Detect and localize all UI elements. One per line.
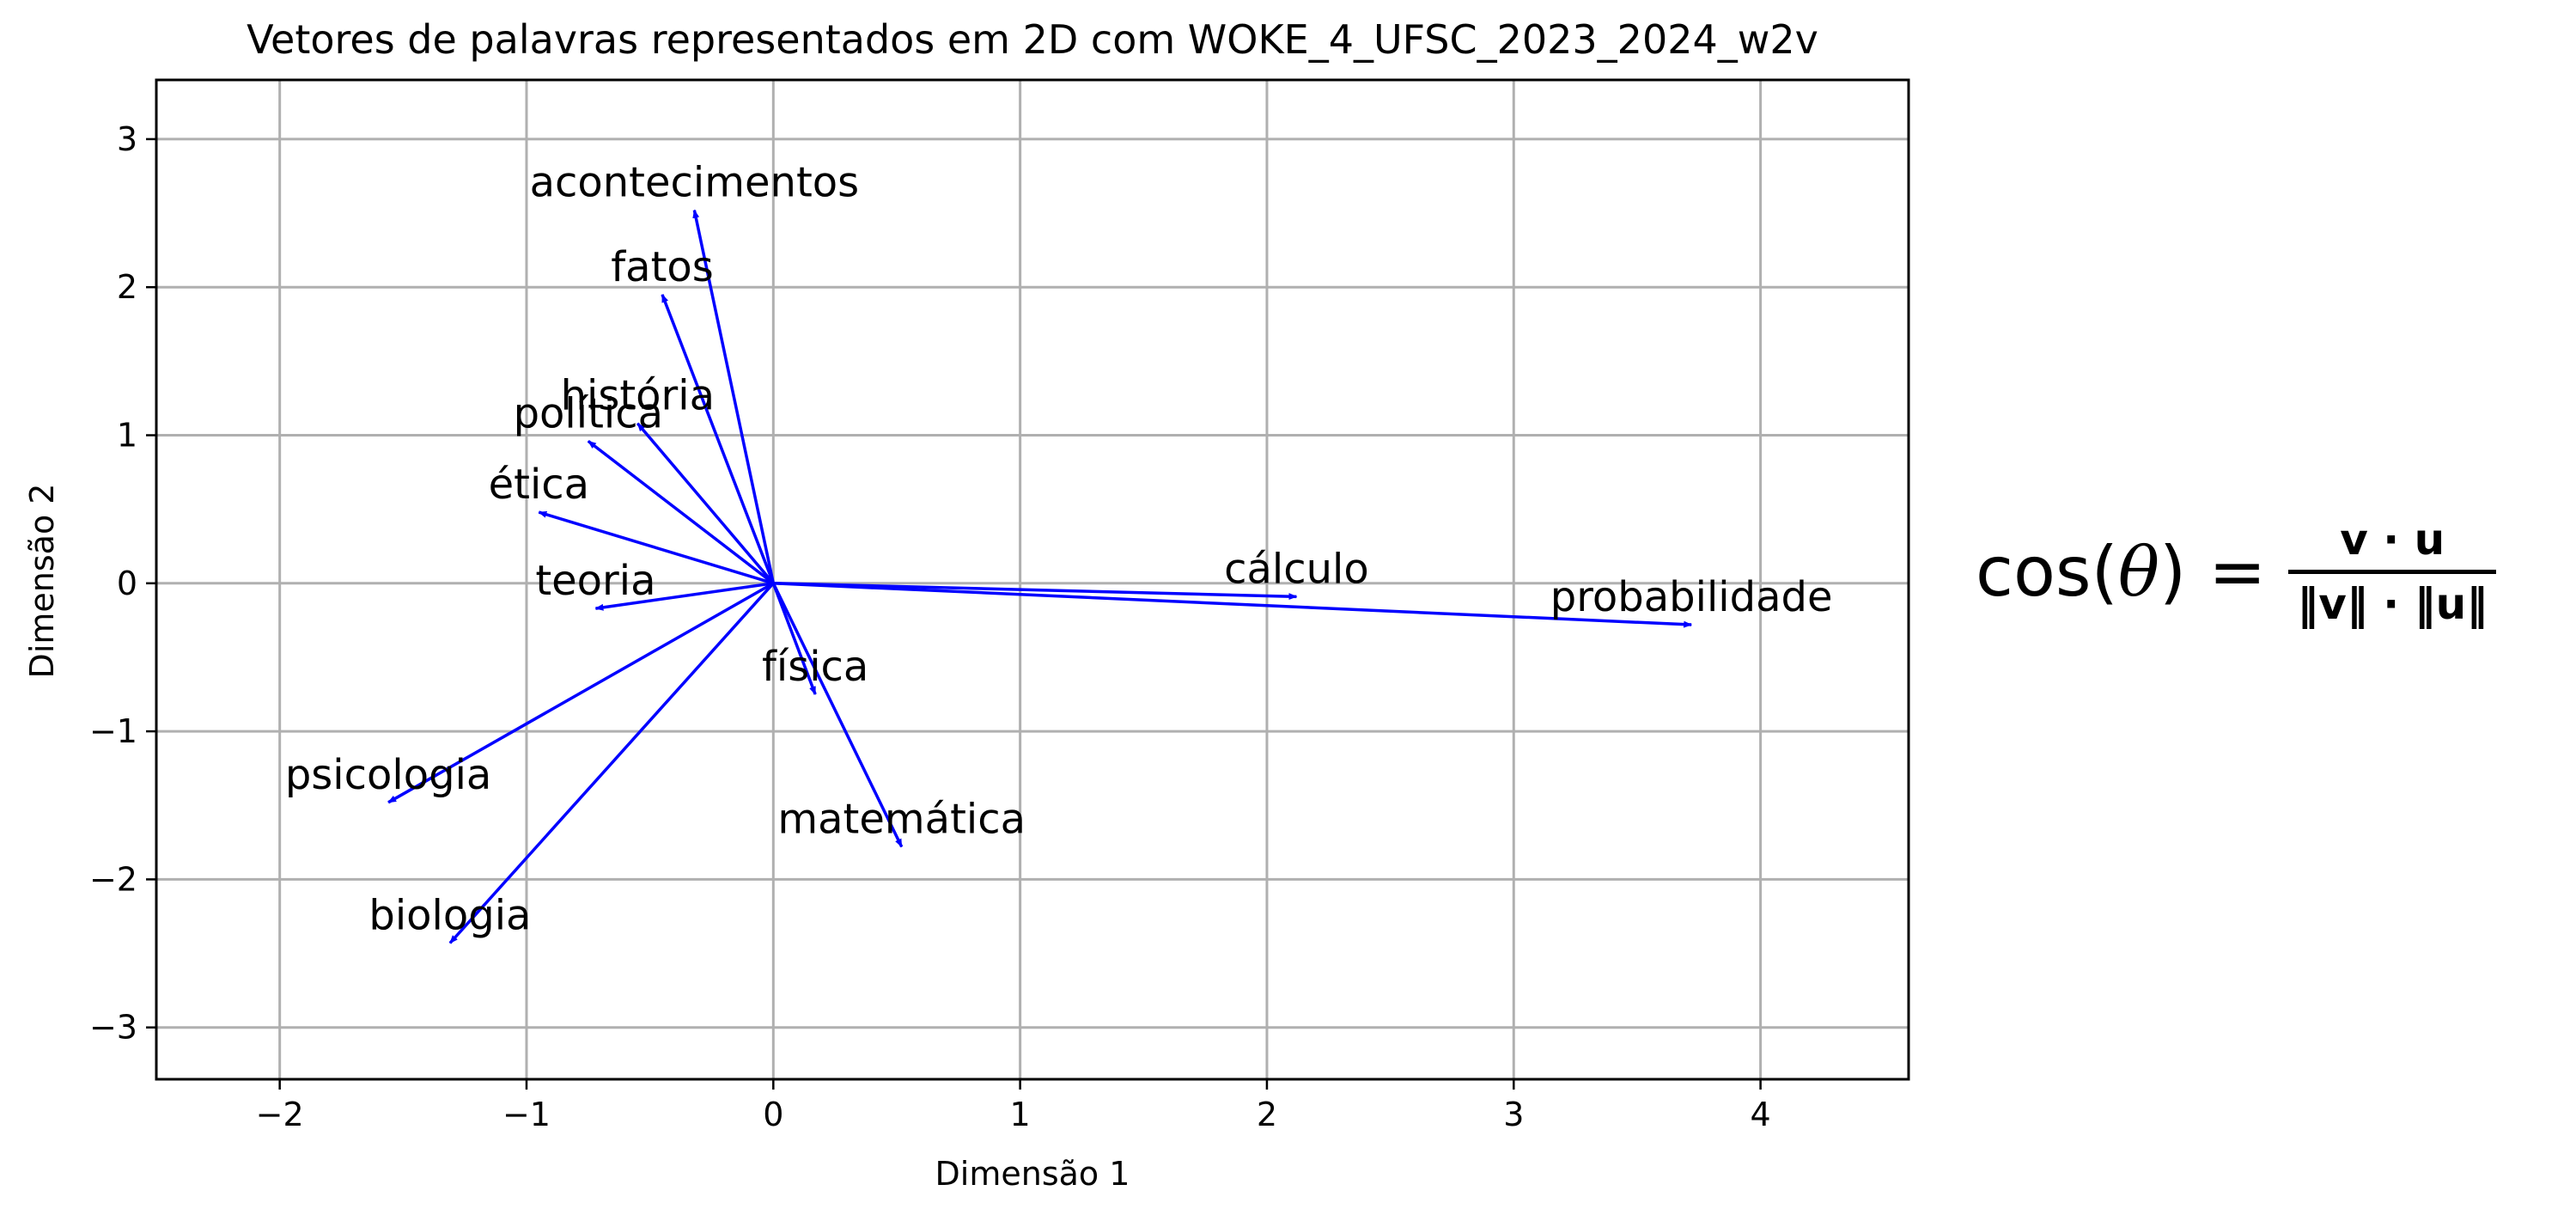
vector-arrow-probabilidade — [773, 582, 1693, 628]
y-tick-label: −2 — [89, 860, 137, 898]
y-tick-label: 3 — [117, 120, 137, 158]
vector-label-biologia: biologia — [368, 891, 531, 939]
x-tick-label: 4 — [1751, 1096, 1771, 1133]
formula-fraction-bar — [2288, 569, 2497, 574]
x-tick-label: −2 — [256, 1096, 304, 1133]
x-tick-label: −1 — [502, 1096, 551, 1133]
y-tick-label: −1 — [89, 712, 137, 750]
y-tick-label: −3 — [89, 1009, 137, 1047]
vector-arrow-psicologia — [387, 582, 775, 804]
vector-label-acontecimentos: acontecimentos — [530, 159, 860, 207]
y-tick-label: 1 — [117, 417, 137, 455]
vector-arrow-teoria — [594, 582, 774, 611]
x-tick-label: 0 — [763, 1096, 783, 1133]
vector-arrow-historia — [636, 422, 775, 584]
formula-func: cos( — [1976, 531, 2118, 612]
chart-title: Vetores de palavras representados em 2D … — [247, 16, 1818, 63]
formula-close: ) — [2159, 531, 2187, 612]
formula-equals: = — [2208, 531, 2267, 612]
x-axis-label: Dimensão 1 — [935, 1155, 1130, 1193]
vector-arrow-fisica — [771, 583, 817, 695]
plot-frame — [155, 78, 1910, 1081]
formula-denominator: ‖v‖ · ‖u‖ — [2297, 578, 2488, 629]
formula-lhs: cos(θ) — [1976, 532, 2186, 612]
formula-theta: θ — [2117, 531, 2159, 612]
formula-numerator: v · u — [2340, 514, 2445, 565]
vector-arrow-calculo — [773, 582, 1298, 601]
y-tick-label: 0 — [117, 565, 137, 602]
x-tick-label: 1 — [1010, 1096, 1031, 1133]
cosine-similarity-formula: cos(θ) = v · u ‖v‖ · ‖u‖ — [1976, 503, 2497, 640]
vector-arrow-biologia — [448, 582, 775, 944]
vector-label-etica: ética — [489, 461, 590, 509]
vector-arrow-matematica — [771, 583, 904, 848]
axis-ticks: −2 −1 0 1 2 3 4 −3 −2 −1 0 1 2 3 — [89, 120, 1771, 1133]
vector-label-fatos: fatos — [611, 243, 714, 291]
vector-arrow-acontecimentos — [692, 209, 776, 584]
vector-label-fisica: física — [762, 643, 868, 691]
vector-arrow-etica — [538, 510, 774, 585]
vector-arrow-fatos — [661, 293, 775, 584]
x-tick-label: 2 — [1257, 1096, 1277, 1133]
y-tick-label: 2 — [117, 268, 137, 306]
formula-fraction: v · u ‖v‖ · ‖u‖ — [2288, 514, 2497, 629]
vector-label-probabilidade: probabilidade — [1550, 573, 1833, 621]
x-tick-label: 3 — [1503, 1096, 1524, 1133]
vector-label-matematica: matemática — [777, 795, 1026, 843]
y-axis-label: Dimensão 2 — [23, 484, 61, 679]
vector-label-psicologia: psicologia — [285, 751, 492, 799]
vector-label-teoria: teoria — [535, 557, 655, 605]
vector-label-politica: política — [514, 389, 663, 437]
vector-arrows — [387, 209, 1693, 944]
vector-label-historia: história — [561, 372, 715, 420]
vector-arrow-politica — [587, 440, 775, 585]
vector-label-calculo: cálculo — [1224, 545, 1369, 593]
